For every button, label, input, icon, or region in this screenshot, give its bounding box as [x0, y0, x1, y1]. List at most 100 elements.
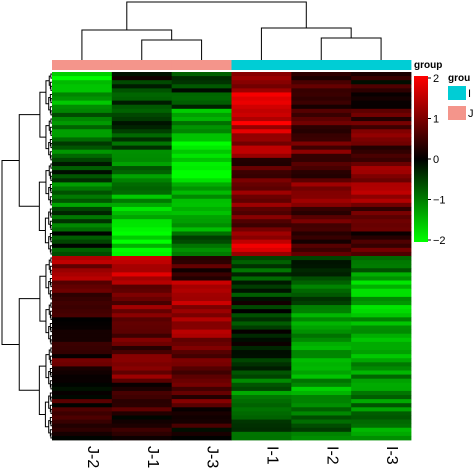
heatmap-cell — [52, 280, 113, 286]
heatmap-cell — [171, 305, 232, 310]
heatmap-cell — [291, 358, 352, 363]
heatmap-cell — [111, 390, 173, 396]
heatmap-cell — [171, 435, 232, 441]
heatmap-cell — [52, 350, 113, 355]
heatmap-cell — [231, 231, 292, 236]
heatmap-cell — [52, 100, 113, 106]
heatmap-cell — [351, 370, 412, 375]
heatmap-cell — [111, 260, 173, 265]
heatmap-cell — [111, 305, 173, 310]
heatmap-cell — [171, 337, 232, 343]
heatmap-cell — [351, 174, 412, 179]
heatmap-cell — [171, 88, 232, 93]
dendrogram-branch — [39, 91, 46, 138]
heatmap-cell — [231, 251, 292, 257]
heatmap-cell — [291, 256, 352, 261]
heatmap-cell — [231, 141, 292, 146]
heatmap-cell — [231, 219, 292, 224]
colorbar-tick-label: −1 — [433, 195, 446, 207]
group-legend-swatch — [448, 106, 466, 120]
heatmap-cell — [291, 333, 352, 339]
heatmap-cell — [52, 190, 113, 196]
heatmap-cell — [52, 80, 113, 85]
heatmap-cell — [111, 125, 173, 130]
heatmap-cell — [231, 309, 292, 314]
heatmap-cell — [231, 427, 292, 433]
heatmap-cell — [351, 161, 412, 167]
heatmap-cell — [351, 219, 412, 224]
heatmap-cell — [171, 366, 232, 371]
heatmap-cell — [291, 292, 352, 298]
dendrogram-branch — [50, 408, 52, 414]
heatmap-cell — [171, 419, 232, 425]
heatmap-cell — [111, 88, 173, 93]
heatmap-cell — [351, 92, 412, 97]
heatmap-cell — [231, 166, 292, 171]
heatmap-cell — [231, 260, 292, 265]
heatmap-cell — [291, 370, 352, 375]
heatmap-cell — [52, 337, 113, 343]
dendrogram-branch — [50, 163, 52, 169]
heatmap-cell — [231, 390, 292, 396]
heatmap-cell — [351, 300, 412, 306]
heatmap-cell — [111, 72, 173, 77]
heatmap-cell — [52, 129, 113, 134]
heatmap-cell — [351, 256, 412, 261]
heatmap-cell — [291, 354, 352, 359]
colorbar-legend: group 2 1 0 −1 −2 — [414, 60, 446, 247]
heatmap-cell — [231, 153, 292, 159]
heatmap-cell — [52, 435, 113, 441]
dendrogram-branch — [50, 155, 52, 161]
heatmap-cell — [291, 260, 352, 265]
heatmap-cell — [231, 386, 292, 392]
heatmap-cell — [291, 411, 352, 416]
heatmap-cell — [351, 431, 412, 437]
group-legend-label: J — [468, 108, 474, 120]
heatmap-cell — [231, 296, 292, 302]
heatmap-cell — [111, 190, 173, 196]
heatmap-cell — [231, 337, 292, 343]
heatmap-cell — [171, 411, 232, 416]
heatmap-cell — [52, 149, 113, 155]
heatmap-cell — [111, 362, 173, 367]
heatmap-cell — [231, 321, 292, 326]
heatmap-cell — [291, 321, 352, 326]
heatmap-cell — [351, 423, 412, 429]
heatmap-cell — [171, 223, 232, 228]
heatmap-cell — [111, 435, 173, 441]
heatmap-cell — [291, 264, 352, 269]
heatmap-cell — [171, 423, 232, 429]
heatmap-cell — [111, 202, 173, 208]
heatmap-cell — [291, 153, 352, 159]
heatmap-cell — [351, 121, 412, 126]
heatmap-cell — [351, 366, 412, 371]
heatmap-cell — [111, 198, 173, 204]
heatmap-cell — [291, 137, 352, 142]
heatmap-cell — [171, 399, 232, 404]
heatmap-cell — [231, 280, 292, 286]
heatmap-cell — [231, 345, 292, 351]
heatmap-cell — [351, 399, 412, 404]
heatmap-cell — [351, 374, 412, 380]
heatmap-cell — [351, 272, 412, 277]
heatmap-cell — [351, 411, 412, 416]
heatmap-cell — [231, 419, 292, 425]
heatmap-cell — [291, 149, 352, 155]
heatmap-cell — [351, 296, 412, 302]
heatmap-cell — [52, 256, 113, 261]
heatmap-cell — [52, 362, 113, 367]
heatmap-cell — [111, 321, 173, 326]
heatmap-cell — [231, 76, 292, 81]
heatmap-cell — [52, 108, 113, 114]
heatmap-cell — [291, 284, 352, 290]
heatmap-cell — [171, 268, 232, 273]
group-annotation-bar — [52, 60, 412, 70]
group-annotation-cell — [351, 60, 412, 70]
heatmap-cell — [52, 174, 113, 179]
heatmap-cell — [52, 186, 113, 191]
heatmap-cell — [231, 403, 292, 408]
heatmap-cell — [351, 435, 412, 441]
heatmap-cell — [351, 415, 412, 420]
heatmap-cell — [111, 174, 173, 179]
